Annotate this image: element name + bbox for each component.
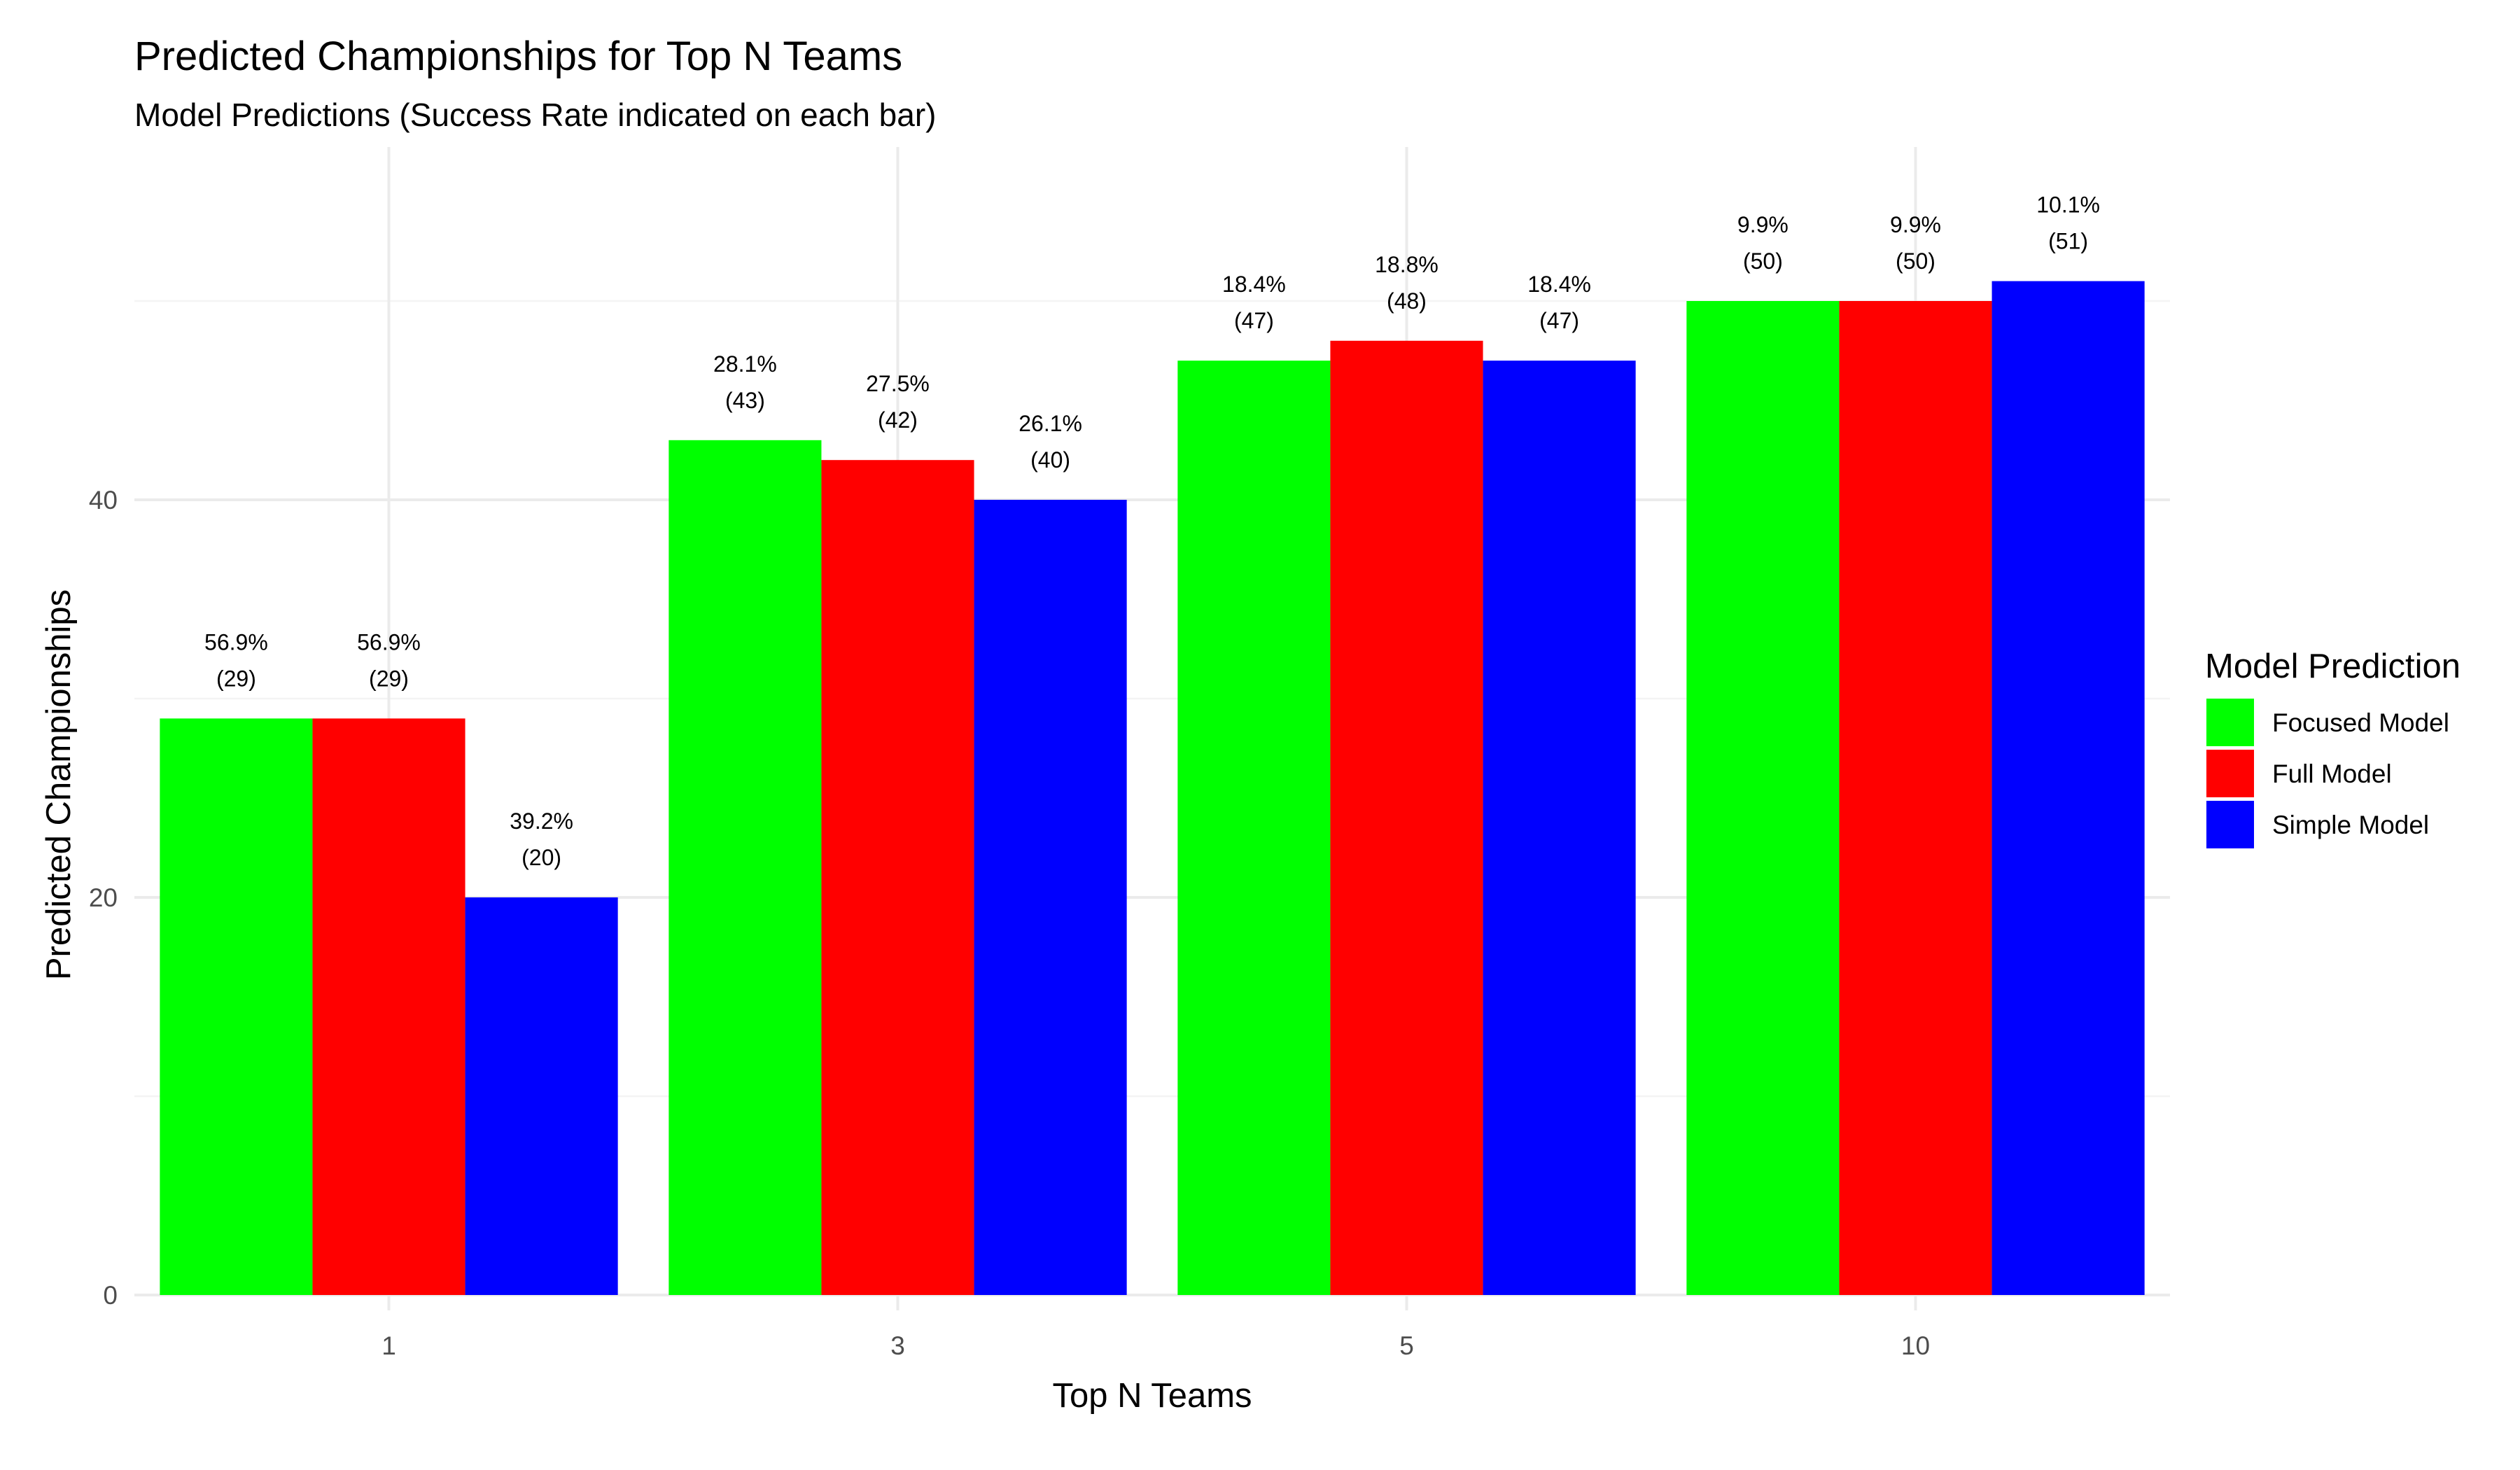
bar-simple-model-10 — [1991, 281, 2145, 1296]
legend-key-full-model — [2206, 750, 2254, 797]
bar-label-count: (51) — [2048, 229, 2088, 254]
x-tick-label: 1 — [382, 1331, 396, 1360]
bar-simple-model-5 — [1483, 360, 1636, 1296]
legend-title: Model Prediction — [2205, 648, 2460, 685]
legend: Model Prediction Focused Model Full Model… — [2205, 648, 2460, 848]
bar-label-rate: 39.2% — [510, 808, 573, 834]
legend-label: Full Model — [2272, 760, 2392, 788]
bar-label-count: (47) — [1539, 308, 1579, 333]
bar-labels: 56.9% (29) 56.9% (29) 39.2% (20) 28.1% (43) 27.5… — [204, 192, 2100, 870]
bar-label-rate: 10.1% — [2036, 192, 2100, 218]
bar-full-model-10 — [1839, 301, 1992, 1295]
bar-label-count: (43) — [725, 388, 765, 413]
bar-label-count: (29) — [216, 666, 256, 691]
bar-focused-model-1 — [160, 718, 313, 1295]
y-axis-title: Predicted Championships — [40, 589, 78, 980]
bar-focused-model-5 — [1177, 360, 1331, 1296]
x-axis-title: Top N Teams — [1052, 1377, 1252, 1415]
bar-label-rate: 56.9% — [204, 629, 268, 654]
x-tick-label: 10 — [1901, 1331, 1930, 1360]
bar-label-rate: 18.4% — [1527, 272, 1591, 297]
bar-label-rate: 18.8% — [1375, 252, 1438, 277]
bar-label-count: (40) — [1030, 447, 1070, 472]
bar-label-rate: 26.1% — [1018, 411, 1082, 436]
bar-simple-model-3 — [974, 500, 1127, 1295]
legend-label: Simple Model — [2272, 811, 2429, 839]
bar-label-count: (50) — [1896, 248, 1935, 274]
bar-focused-model-3 — [668, 440, 822, 1295]
chart-subtitle: Model Predictions (Success Rate indicate… — [134, 97, 937, 133]
bar-focused-model-10 — [1686, 301, 1840, 1295]
bar-label-count: (50) — [1743, 248, 1783, 274]
bar-full-model-1 — [312, 718, 465, 1295]
x-tick-label: 3 — [890, 1331, 905, 1360]
bar-label-count: (47) — [1234, 308, 1274, 333]
bar-label-rate: 27.5% — [866, 371, 930, 396]
y-tick-label: 0 — [103, 1281, 118, 1310]
bar-label-rate: 9.9% — [1890, 212, 1941, 237]
bar-full-model-5 — [1330, 340, 1483, 1295]
bar-label-count: (48) — [1387, 288, 1427, 314]
x-tick-label: 5 — [1399, 1331, 1414, 1360]
bar-label-count: (29) — [369, 666, 409, 691]
bar-label-count: (20) — [522, 845, 561, 870]
y-tick-label: 20 — [89, 883, 118, 912]
chart-title: Predicted Championships for Top N Teams — [134, 34, 902, 79]
legend-label: Focused Model — [2272, 708, 2449, 737]
bar-label-rate: 18.4% — [1222, 272, 1286, 297]
legend-key-focused-model — [2206, 699, 2254, 746]
legend-key-simple-model — [2206, 801, 2254, 848]
bar-label-rate: 28.1% — [713, 351, 777, 377]
bars — [160, 281, 2145, 1296]
bar-label-rate: 56.9% — [357, 629, 421, 654]
y-tick-label: 40 — [89, 486, 118, 514]
axis-ticks: 0 20 40 1 3 5 10 — [89, 486, 1930, 1360]
bar-label-count: (42) — [878, 407, 918, 433]
bar-label-rate: 9.9% — [1737, 212, 1788, 237]
bar-simple-model-1 — [465, 897, 618, 1295]
bar-full-model-3 — [821, 460, 974, 1296]
